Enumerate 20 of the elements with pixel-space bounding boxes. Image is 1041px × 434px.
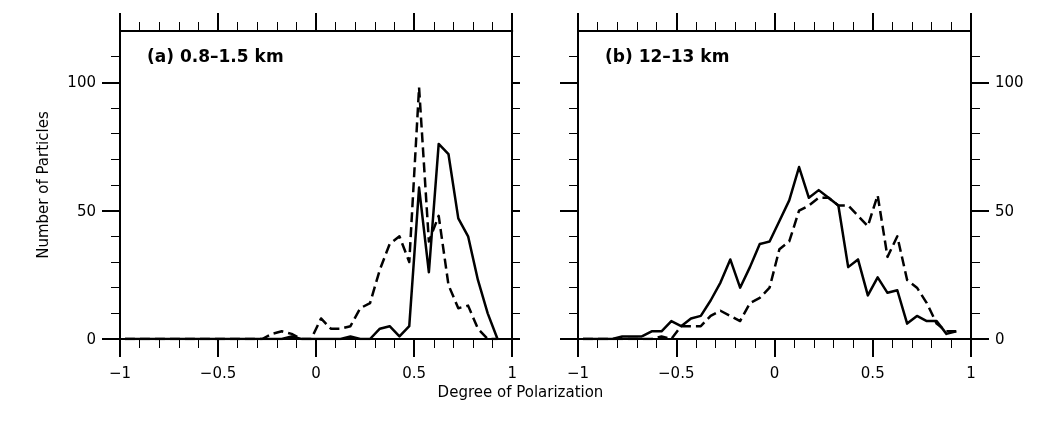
x-tick-label: −0.5 [658, 363, 695, 382]
x-tick-label: 1 [507, 363, 517, 382]
x-tick-label: 0 [769, 363, 780, 382]
x-tick-label: 0 [311, 363, 321, 382]
x-axis-title: Degree of Polarization [436, 383, 605, 401]
y-tick-label: 100 [995, 73, 1024, 92]
x-tick-label: −1 [566, 363, 590, 382]
text: (b) 12–13 km [605, 45, 730, 66]
x-tick-label: 1 [966, 363, 976, 382]
y-tick-label: 50 [76, 201, 96, 220]
x-tick-label: 0.5 [402, 363, 427, 382]
x-tick-label: −0.5 [199, 363, 237, 382]
y-tick-label: 0 [86, 330, 96, 348]
x-tick-label: 0.5 [860, 363, 885, 382]
x-tick-label: −1 [108, 363, 132, 382]
y-tick-label: 100 [67, 73, 96, 92]
text: (a) 0.8–1.5 km [147, 45, 284, 66]
y-axis-title: Number of Particles [33, 111, 52, 259]
y-tick-label: 0 [995, 330, 1005, 348]
y-tick-label: 50 [995, 201, 1015, 220]
